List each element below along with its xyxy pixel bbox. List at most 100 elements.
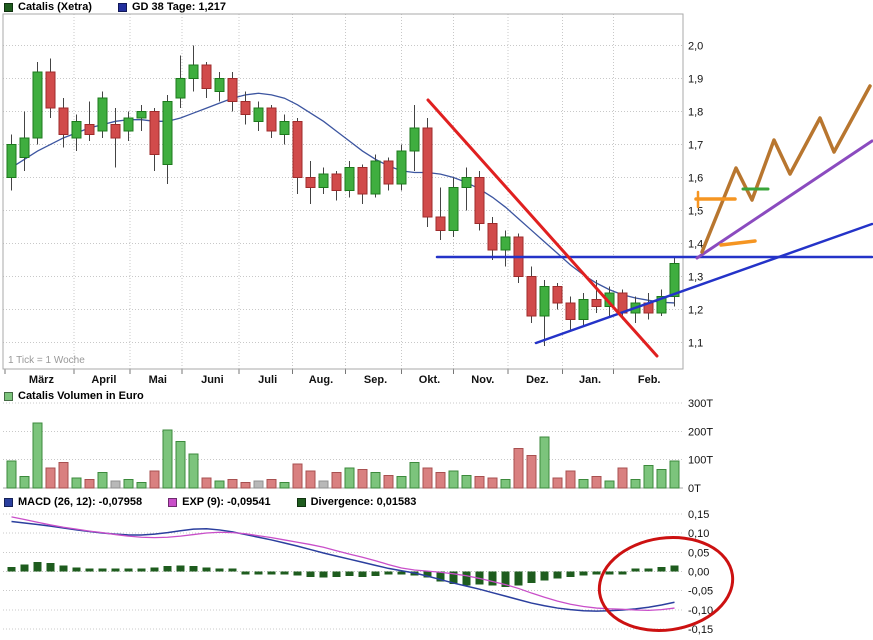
divergence-bar (150, 567, 159, 572)
divergence-bar (306, 571, 315, 577)
candle-up (279, 120, 290, 136)
volume-bar (552, 477, 563, 489)
candle-down (266, 107, 277, 132)
svg-text:0,05: 0,05 (688, 547, 709, 559)
volume-bar (474, 476, 485, 489)
candle-up (656, 295, 667, 314)
red-downtrend-line (426, 98, 659, 358)
divergence-bar (371, 571, 380, 577)
divergence-bar (163, 566, 172, 572)
divergence-bar (397, 571, 406, 575)
candle-up (253, 107, 264, 122)
volume-bar (617, 467, 628, 489)
volume-bar (422, 467, 433, 489)
legend-label: Catalis (Xetra) (18, 1, 92, 13)
candle-up (97, 97, 108, 132)
candle-up (370, 160, 381, 195)
legend-item: GD 38 Tage: 1,217 (117, 1, 226, 13)
svg-text:Mai: Mai (149, 374, 167, 386)
volume-bar (123, 479, 134, 489)
tick-note: 1 Tick = 1 Woche (8, 355, 85, 366)
candle-up (344, 167, 355, 192)
candle-down (227, 77, 238, 103)
volume-bar (201, 477, 212, 489)
divergence-bar (358, 571, 367, 577)
volume-bar (162, 429, 173, 489)
volume-bar (266, 479, 277, 489)
candle-down (474, 176, 485, 225)
candle-up (214, 77, 225, 93)
volume-bar (604, 480, 615, 489)
volume-bar (396, 476, 407, 489)
exp-line (11, 516, 675, 612)
divergence-bar (254, 571, 263, 575)
svg-text:1,8: 1,8 (688, 106, 703, 118)
divergence-bar (33, 561, 42, 572)
svg-text:1,1: 1,1 (688, 338, 703, 350)
candle-down (435, 216, 446, 231)
svg-text:Sep.: Sep. (364, 374, 387, 386)
divergence-bar (501, 571, 510, 587)
volume-bar (97, 471, 108, 489)
divergence-bar (267, 571, 276, 575)
volume-bar (383, 474, 394, 489)
gd38-line (11, 92, 675, 304)
macd-legend-swatch-icon (168, 497, 178, 507)
candle-down (292, 120, 303, 178)
svg-text:1,9: 1,9 (688, 73, 703, 85)
svg-text:2,0: 2,0 (688, 40, 703, 52)
volume-bar (526, 454, 537, 489)
blue-rising-trendline (534, 222, 873, 345)
divergence-bar (618, 571, 627, 575)
volume-panel: 300T 200T 100T 0T (3, 398, 713, 495)
candle-up (6, 143, 17, 178)
divergence-bar (98, 568, 107, 572)
volume-bar (149, 470, 160, 489)
volume-bar (513, 447, 524, 489)
divergence-bar (137, 568, 146, 572)
svg-text:200T: 200T (688, 426, 713, 438)
divergence-bar (462, 571, 471, 586)
legend-label: EXP (9): -0,09541 (182, 496, 271, 508)
volume-bar (19, 476, 30, 489)
volume-bar (71, 477, 82, 489)
volume-bar (45, 467, 56, 489)
volume-bar (32, 422, 43, 489)
divergence-bar (579, 571, 588, 576)
candle-down (240, 101, 251, 116)
candle-up (461, 176, 472, 188)
candle-down (565, 302, 576, 320)
candle-up (396, 150, 407, 185)
svg-text:1,5: 1,5 (688, 205, 703, 217)
divergence-bar (566, 571, 575, 577)
svg-text:-0,05: -0,05 (688, 586, 713, 598)
divergence-bar (657, 566, 666, 572)
svg-text:Feb.: Feb. (638, 374, 661, 386)
volume-bar (591, 476, 602, 489)
svg-text:0,15: 0,15 (688, 509, 709, 521)
macd-line (11, 520, 675, 612)
svg-text:Okt.: Okt. (419, 374, 440, 386)
volume-bar (84, 479, 95, 489)
volume-bar (188, 453, 199, 489)
volume-bar (539, 436, 550, 489)
svg-text:Dez.: Dez. (526, 374, 549, 386)
volume-bar (669, 460, 680, 489)
volume-bar (58, 462, 69, 489)
divergence-bar (384, 571, 393, 575)
divergence-bar (124, 568, 133, 572)
volume-bar (448, 470, 459, 489)
svg-text:April: April (91, 374, 116, 386)
candle-down (305, 176, 316, 188)
divergence-bar (345, 571, 354, 577)
volume-bar (253, 480, 264, 489)
candle-down (617, 292, 628, 314)
divergence-bar (72, 567, 81, 572)
svg-text:0,10: 0,10 (688, 528, 709, 540)
volume-bar (227, 479, 238, 489)
volume-legend-swatch-icon (4, 391, 13, 401)
svg-text:-0,15: -0,15 (688, 624, 713, 636)
divergence-bar (332, 571, 341, 577)
divergence-bar (293, 571, 302, 576)
